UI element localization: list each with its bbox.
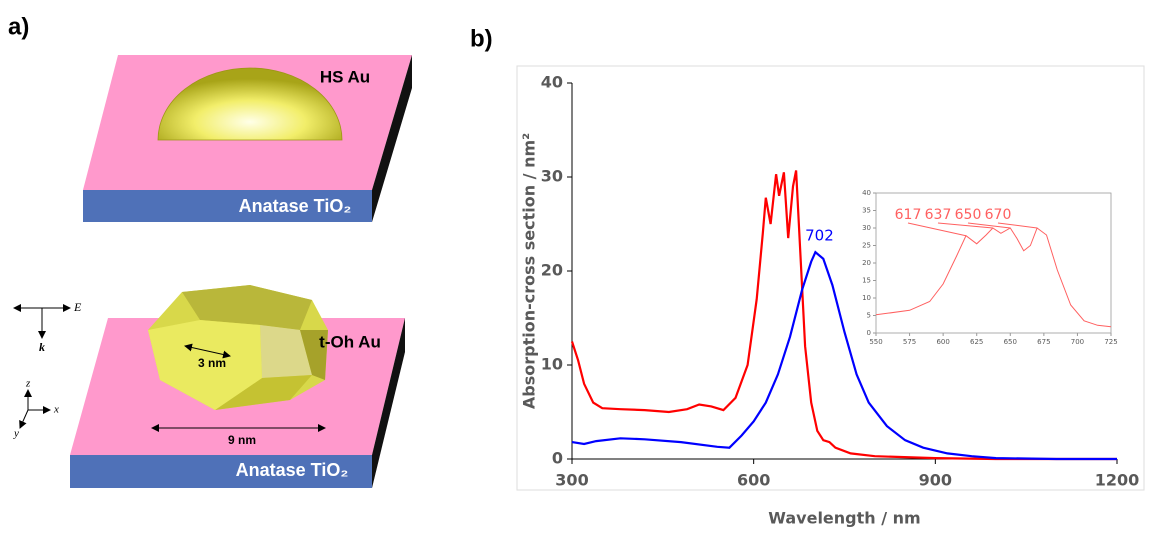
panel-label: a) [8,13,29,40]
y-axis-label: Absorption-cross section / nm² [520,133,539,409]
substrate-front [70,455,372,488]
peak-label: 702 [805,227,834,245]
y-tick-label: 35 [862,207,871,215]
peak-label: 617 [895,207,922,223]
peak-label: 637 [925,207,952,223]
x-tick-label: 650 [1004,338,1017,346]
x-tick-label: 675 [1037,338,1050,346]
axis-letter: z [25,378,31,390]
inset-frame [875,192,1112,334]
y-tick-label: 15 [862,277,871,285]
polyhedron [148,285,328,410]
x-tick-label: 725 [1104,338,1117,346]
y-tick-label: 25 [862,242,871,250]
dimension-label: 9 nm [228,433,256,447]
axis-letter: y [13,428,19,440]
y-tick-label: 0 [552,449,563,468]
substrate-label: Anatase TiO₂ [236,460,349,480]
dimension-arrow [184,343,231,359]
x-tick-label: 600 [737,471,770,490]
y-tick-label: 40 [862,189,871,197]
panel-label: b) [470,25,493,52]
series-line [571,250,1117,461]
leader-line [907,222,967,237]
k-label: k [39,340,45,354]
y-tick-label: 20 [541,261,563,280]
dimension-label: 3 nm [198,356,226,370]
y-tick-label: 30 [862,224,871,232]
y-tick-label: 10 [541,355,563,374]
particle-label: t-Oh Au [319,332,381,351]
x-tick-label: 550 [869,338,882,346]
y-axis [19,409,29,429]
particle-label: HS Au [320,67,370,86]
y-tick-label: 10 [862,294,871,302]
x-tick-label: 625 [970,338,983,346]
peak-label: 650 [955,207,982,223]
x-tick-label: 1200 [1095,471,1140,490]
y-tick-label: 40 [541,73,563,92]
leader-line [937,222,993,229]
substrate-side [372,55,412,222]
series-line [875,227,1112,328]
x-axis-label: Wavelength / nm [768,509,920,528]
y-tick-label: 30 [541,167,563,186]
x-tick-label: 575 [903,338,916,346]
leader-line [967,222,1011,229]
y-tick-label: 20 [862,259,871,267]
series-line [570,170,1117,461]
substrate-side [372,318,405,488]
chart-frame [516,65,1145,491]
substrate-front [83,190,372,222]
x-tick-label: 300 [555,471,588,490]
y-tick-label: 5 [867,312,871,320]
x-tick-label: 700 [1071,338,1084,346]
substrate-label: Anatase TiO₂ [239,196,352,216]
y-tick-label: 0 [867,329,871,337]
leader-line [997,222,1038,229]
e-label: E [73,300,82,314]
hemisphere [157,67,343,141]
x-tick-label: 600 [936,338,949,346]
peak-label: 670 [985,207,1012,223]
x-tick-label: 900 [919,471,952,490]
axis-letter: x [53,404,59,416]
